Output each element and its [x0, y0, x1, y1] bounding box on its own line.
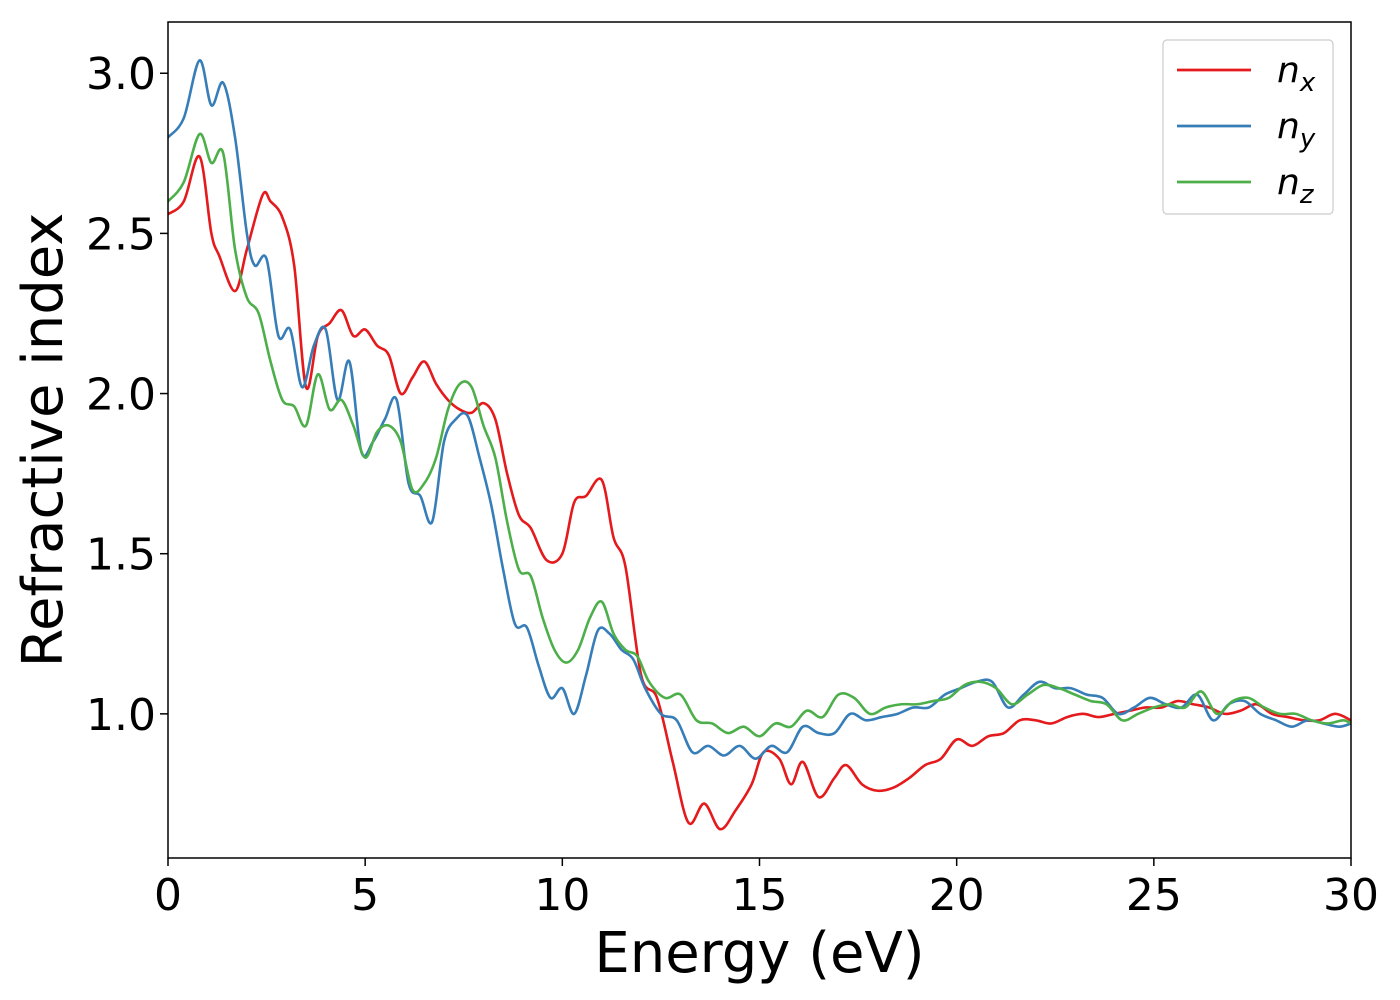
x-tick-label: 10	[534, 870, 590, 921]
x-tick-label: 15	[732, 870, 788, 921]
legend-label-nx: nx	[1277, 50, 1316, 98]
series-line-nz	[168, 132, 1351, 738]
x-tick-label: 20	[929, 870, 985, 921]
x-tick-label: 5	[351, 870, 379, 921]
y-tick-label: 2.5	[86, 209, 156, 260]
x-tick-label: 25	[1126, 870, 1182, 921]
x-tick-label: 0	[154, 870, 182, 921]
x-tick-label: 30	[1323, 870, 1379, 921]
y-tick-label: 3.0	[86, 49, 156, 100]
y-tick-label: 2.0	[86, 370, 156, 421]
series-line-nx	[168, 155, 1351, 831]
y-axis-title: Refractive index	[11, 213, 76, 668]
y-tick-label: 1.0	[86, 690, 156, 741]
series-line-ny	[168, 59, 1351, 760]
ticks-layer: 0 5 10 15 20 25 30 1.0 1.5 2.0 2.5 3.0	[86, 49, 1379, 921]
series-layer	[168, 59, 1351, 831]
y-tick-label: 1.5	[86, 530, 156, 581]
x-axis-title: Energy (eV)	[594, 921, 924, 986]
